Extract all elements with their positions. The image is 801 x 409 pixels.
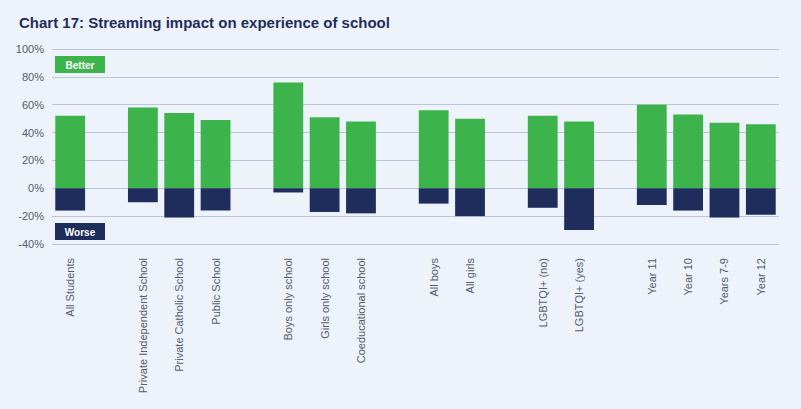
- svg-text:Private Independent School: Private Independent School: [137, 258, 149, 393]
- svg-text:Chart 17: Streaming impact on: Chart 17: Streaming impact on experience…: [19, 14, 390, 31]
- svg-text:40%: 40%: [22, 127, 44, 139]
- svg-text:Private Catholic School: Private Catholic School: [173, 258, 185, 372]
- svg-text:80%: 80%: [22, 71, 44, 83]
- svg-text:Better: Better: [66, 60, 95, 71]
- svg-text:All girls: All girls: [464, 258, 476, 294]
- svg-text:LGBTQI+ (no): LGBTQI+ (no): [537, 258, 549, 327]
- svg-text:Years 7-9: Years 7-9: [718, 258, 730, 305]
- svg-text:Year 12: Year 12: [755, 258, 767, 296]
- svg-text:All boys: All boys: [428, 258, 440, 297]
- svg-text:Girls only school: Girls only school: [319, 258, 331, 339]
- svg-text:Boys only school: Boys only school: [282, 258, 294, 341]
- svg-text:Year 10: Year 10: [682, 258, 694, 296]
- svg-text:-40%: -40%: [18, 238, 44, 250]
- svg-text:All Students: All Students: [64, 258, 76, 317]
- svg-text:100%: 100%: [16, 43, 44, 55]
- svg-text:LGBTQI+ (yes): LGBTQI+ (yes): [573, 258, 585, 332]
- svg-text:Year 11: Year 11: [646, 258, 658, 295]
- svg-text:0%: 0%: [28, 182, 44, 194]
- svg-text:60%: 60%: [22, 99, 44, 111]
- svg-text:Worse: Worse: [65, 227, 96, 238]
- svg-text:-20%: -20%: [18, 210, 44, 222]
- svg-text:Public School: Public School: [210, 258, 222, 325]
- svg-text:20%: 20%: [22, 154, 44, 166]
- svg-text:Coeducational school: Coeducational school: [355, 258, 367, 363]
